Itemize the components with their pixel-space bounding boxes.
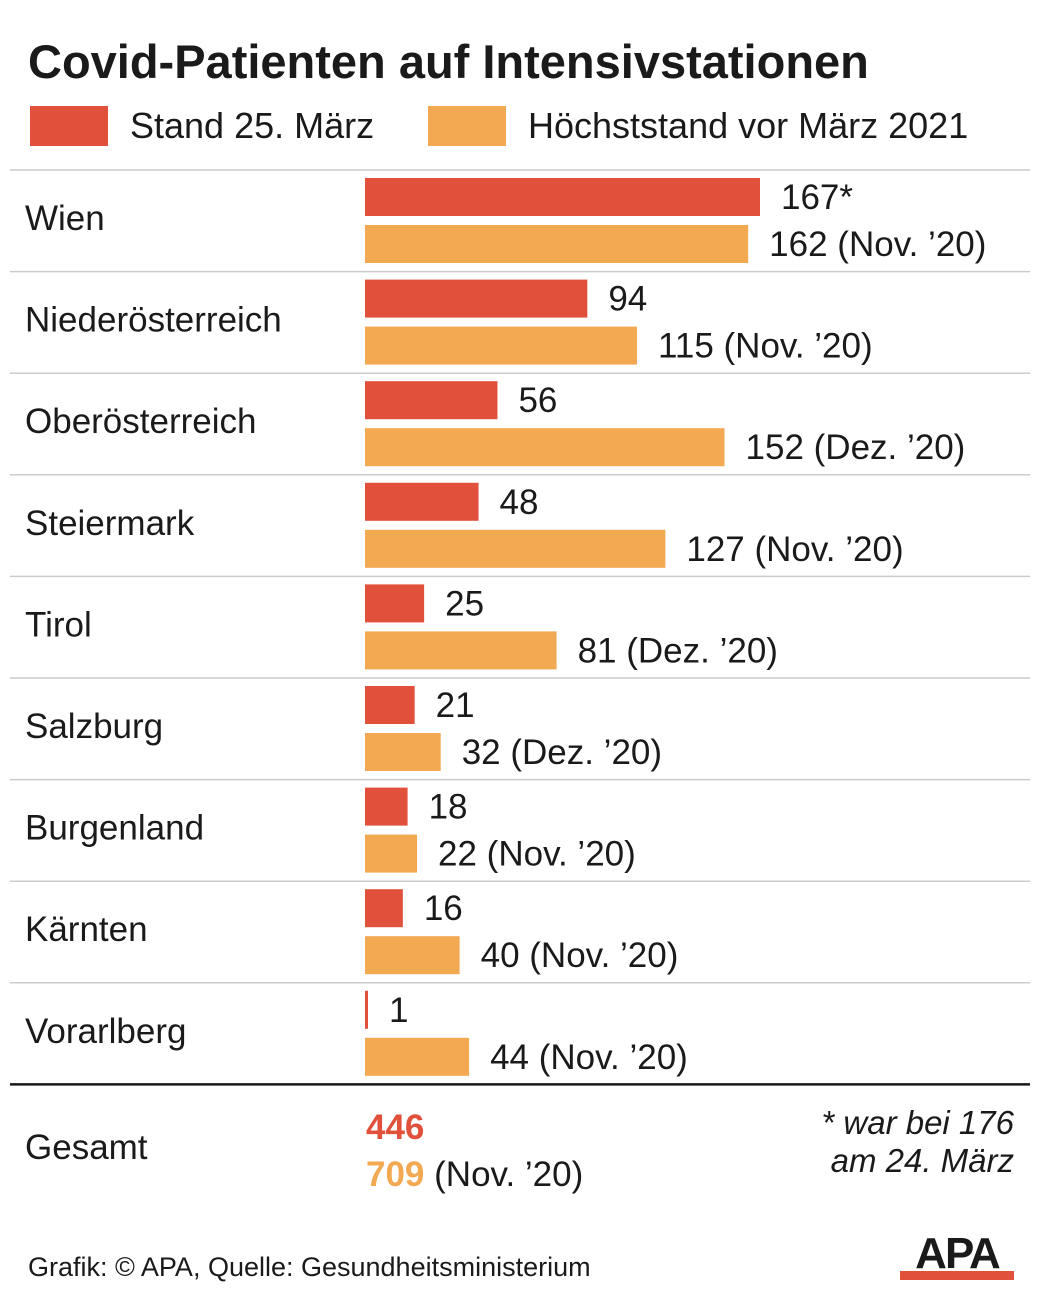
bar-current — [365, 279, 588, 318]
legend-swatch-peak — [428, 106, 506, 146]
bar-peak — [365, 1037, 470, 1076]
category-label: Wien — [25, 199, 105, 238]
apa-logo: APA — [900, 1230, 1014, 1280]
bar-peak — [365, 428, 725, 467]
data-label-peak: 32 (Dez. ’20) — [462, 733, 662, 772]
category-label: Salzburg — [25, 707, 163, 746]
bar-peak — [365, 631, 557, 670]
data-label-peak: 22 (Nov. ’20) — [438, 835, 636, 874]
footnote-line-1: * war bei 176 — [821, 1104, 1014, 1141]
data-label-peak: 44 (Nov. ’20) — [490, 1038, 688, 1077]
bar-peak — [365, 733, 441, 771]
bar-current — [365, 178, 760, 216]
bar-current — [365, 990, 368, 1029]
bar-current — [365, 889, 403, 928]
category-label: Vorarlberg — [25, 1012, 186, 1051]
category-label: Burgenland — [25, 809, 204, 848]
data-label-peak: 127 (Nov. ’20) — [686, 530, 903, 569]
data-label-peak: 152 (Dez. ’20) — [746, 428, 966, 467]
bar-peak — [365, 225, 749, 263]
legend: Stand 25. März Höchststand vor März 2021 — [30, 104, 1020, 148]
bar-current — [365, 381, 498, 420]
data-label-current: 16 — [424, 889, 463, 928]
category-label: Steiermark — [25, 504, 195, 543]
category-label: Niederösterreich — [25, 301, 282, 340]
bar-peak — [365, 326, 638, 365]
total-peak: 709 (Nov. ’20) — [366, 1155, 583, 1195]
legend-swatch-current — [30, 106, 108, 146]
total-peak-note: (Nov. ’20) — [434, 1155, 584, 1194]
total-current-value: 446 — [366, 1108, 425, 1147]
data-label-peak: 162 (Nov. ’20) — [769, 225, 986, 264]
bar-current — [365, 482, 479, 521]
bar-peak — [365, 936, 460, 975]
data-label-peak: 40 (Nov. ’20) — [481, 936, 679, 975]
total-label: Gesamt — [25, 1128, 148, 1167]
bar-current — [365, 686, 415, 724]
data-label-current: 167* — [781, 178, 853, 217]
category-label: Kärnten — [25, 910, 148, 949]
category-label: Oberösterreich — [25, 402, 256, 441]
chart-title: Covid-Patienten auf Intensivstationen — [28, 35, 869, 88]
data-label-current: 21 — [436, 686, 475, 725]
data-label-current: 48 — [500, 483, 539, 522]
category-label: Tirol — [25, 605, 92, 644]
data-label-peak: 81 (Dez. ’20) — [578, 631, 778, 670]
bar-current — [365, 584, 425, 623]
data-label-current: 18 — [429, 788, 468, 827]
bar-current — [365, 787, 408, 826]
bar-peak — [365, 834, 418, 873]
footnote: * war bei 176 am 24. März — [754, 1104, 1014, 1180]
data-label-current: 94 — [608, 280, 647, 319]
total-peak-value: 709 — [366, 1155, 425, 1194]
apa-logo-text: APA — [915, 1230, 1000, 1278]
footnote-line-2: am 24. März — [830, 1142, 1014, 1179]
data-label-current: 1 — [389, 991, 408, 1030]
source-credit: Grafik: © APA, Quelle: Gesundheitsminist… — [28, 1252, 591, 1282]
legend-item-current: Stand 25. März — [30, 104, 374, 148]
data-label-current: 25 — [445, 584, 484, 623]
legend-item-peak: Höchststand vor März 2021 — [428, 104, 968, 148]
data-label-peak: 115 (Nov. ’20) — [658, 327, 873, 366]
legend-label-current: Stand 25. März — [130, 105, 375, 146]
bar-peak — [365, 529, 666, 568]
legend-label-peak: Höchststand vor März 2021 — [528, 105, 969, 146]
data-label-current: 56 — [518, 381, 557, 420]
